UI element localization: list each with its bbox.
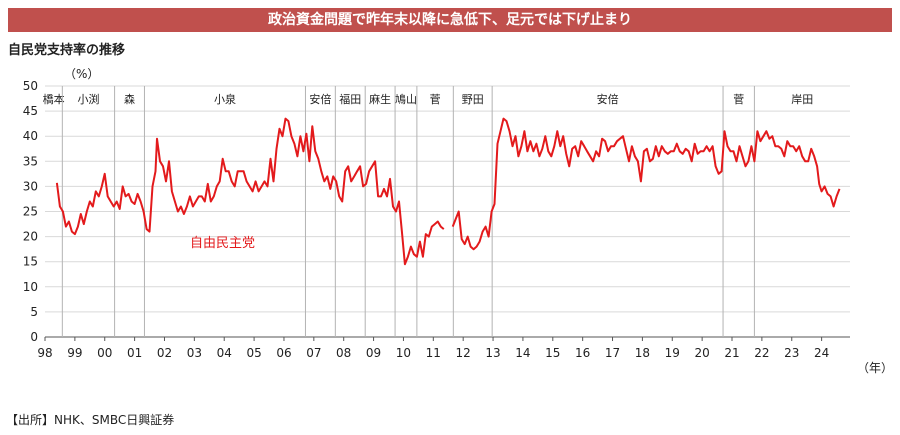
series-label: 自由民主党 xyxy=(190,236,255,251)
x-tick-label: 07 xyxy=(306,346,321,360)
pm-label: 福田 xyxy=(339,92,361,106)
x-tick-label: 99 xyxy=(67,346,82,360)
x-tick-label: 00 xyxy=(97,346,112,360)
y-tick-label: 15 xyxy=(23,255,38,269)
y-tick-label: 10 xyxy=(23,280,38,294)
ldp-support-line xyxy=(451,117,841,251)
pm-label: 安倍 xyxy=(597,92,619,106)
x-tick-label: 16 xyxy=(575,346,590,360)
x-tick-label: 01 xyxy=(127,346,142,360)
x-tick-label: 02 xyxy=(157,346,172,360)
y-tick-label: 20 xyxy=(23,230,38,244)
x-tick-label: 21 xyxy=(724,346,739,360)
pm-label: 森 xyxy=(124,92,135,106)
y-tick-label: 0 xyxy=(30,330,38,344)
x-tick-label: 11 xyxy=(426,346,441,360)
x-tick-label: 23 xyxy=(784,346,799,360)
x-tick-label: 08 xyxy=(336,346,351,360)
y-tick-label: 50 xyxy=(23,79,38,93)
x-tick-label: 24 xyxy=(814,346,829,360)
y-tick-label: 35 xyxy=(23,154,38,168)
pm-label: 菅 xyxy=(430,93,441,106)
source-note: 【出所】NHK、SMBC日興証券 xyxy=(6,413,175,427)
pm-label: 麻生 xyxy=(369,92,391,106)
x-tick-label: 19 xyxy=(665,346,680,360)
y-tick-label: 30 xyxy=(23,179,38,193)
pm-label: 小泉 xyxy=(214,92,236,106)
ldp-support-line xyxy=(55,117,445,266)
x-tick-label: 20 xyxy=(695,346,710,360)
pm-label: 橋本 xyxy=(43,92,65,106)
y-axis-unit-label: （%） xyxy=(64,67,100,81)
chart-subtitle: 自民党支持率の推移 xyxy=(8,43,126,58)
x-tick-label: 12 xyxy=(456,346,471,360)
x-axis-unit-label: （年） xyxy=(857,361,893,375)
x-tick-label: 17 xyxy=(605,346,620,360)
x-tick-label: 18 xyxy=(635,346,650,360)
y-tick-label: 45 xyxy=(23,104,38,118)
x-tick-label: 05 xyxy=(246,346,261,360)
pm-label: 野田 xyxy=(462,93,484,106)
y-tick-label: 5 xyxy=(30,305,38,319)
x-tick-label: 13 xyxy=(485,346,500,360)
x-tick-label: 04 xyxy=(217,346,232,360)
x-tick-label: 06 xyxy=(276,346,291,360)
pm-label: 菅 xyxy=(733,93,744,106)
x-tick-label: 14 xyxy=(515,346,530,360)
y-tick-label: 40 xyxy=(23,129,38,143)
chart-title-banner: 政治資金問題で昨年末以降に急低下、足元では下げ止まり xyxy=(8,8,892,32)
pm-label: 小渕 xyxy=(77,92,99,106)
x-tick-label: 98 xyxy=(37,346,52,360)
x-tick-label: 22 xyxy=(754,346,769,360)
x-tick-label: 15 xyxy=(545,346,560,360)
x-tick-label: 09 xyxy=(366,346,381,360)
pm-label: 鳩山 xyxy=(395,92,417,106)
x-tick-label: 03 xyxy=(187,346,202,360)
pm-label: 岸田 xyxy=(791,93,813,106)
pm-label: 安倍 xyxy=(309,92,331,106)
y-tick-label: 25 xyxy=(23,205,38,219)
x-tick-label: 10 xyxy=(396,346,411,360)
